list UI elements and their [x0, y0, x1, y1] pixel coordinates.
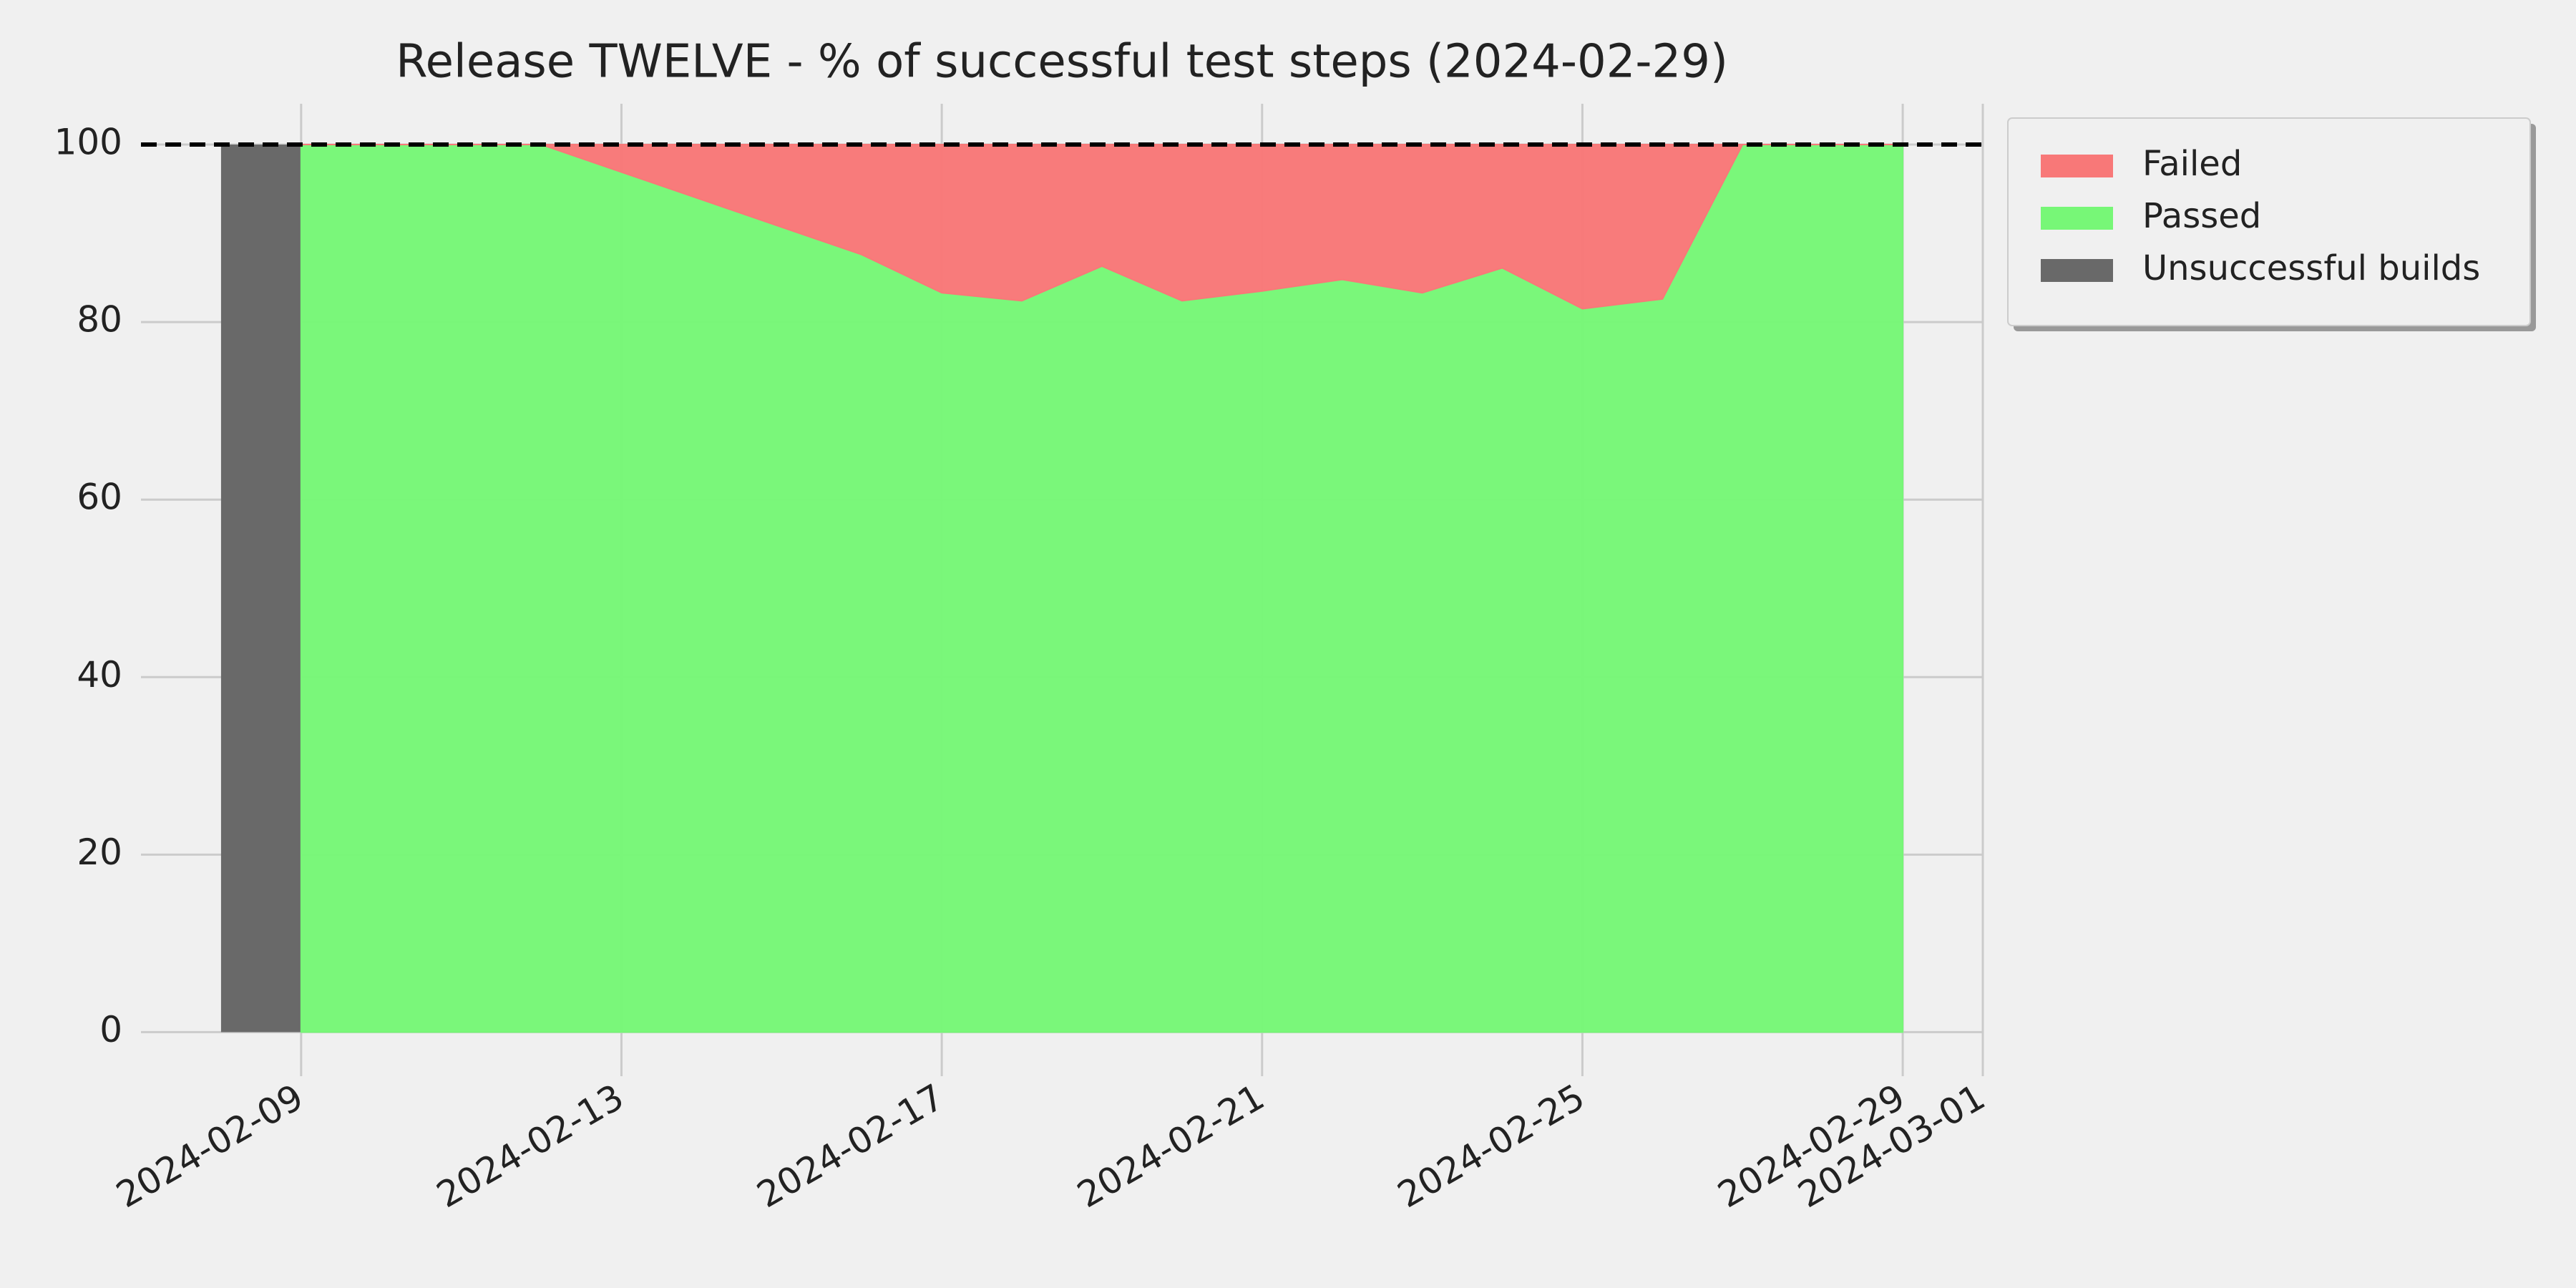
y-tick-label: 60 [77, 477, 122, 518]
legend-label: Unsuccessful builds [2142, 248, 2480, 288]
y-tick-label: 20 [77, 831, 122, 873]
y-tick-label: 100 [54, 122, 122, 163]
legend-swatch [2041, 155, 2113, 177]
legend-swatch [2041, 207, 2113, 230]
legend: Failed Passed Unsuccessful builds [2007, 117, 2536, 331]
y-tick-label: 0 [99, 1009, 122, 1050]
bar [220, 145, 301, 1033]
legend-label: Passed [2142, 196, 2261, 236]
chart-title: Release TWELVE - % of successful test st… [396, 36, 1728, 89]
y-tick-label: 40 [77, 654, 122, 696]
legend-label: Failed [2142, 144, 2242, 184]
legend-box [2007, 117, 2531, 326]
legend-swatch [2041, 259, 2113, 282]
y-tick-label: 80 [77, 299, 122, 341]
